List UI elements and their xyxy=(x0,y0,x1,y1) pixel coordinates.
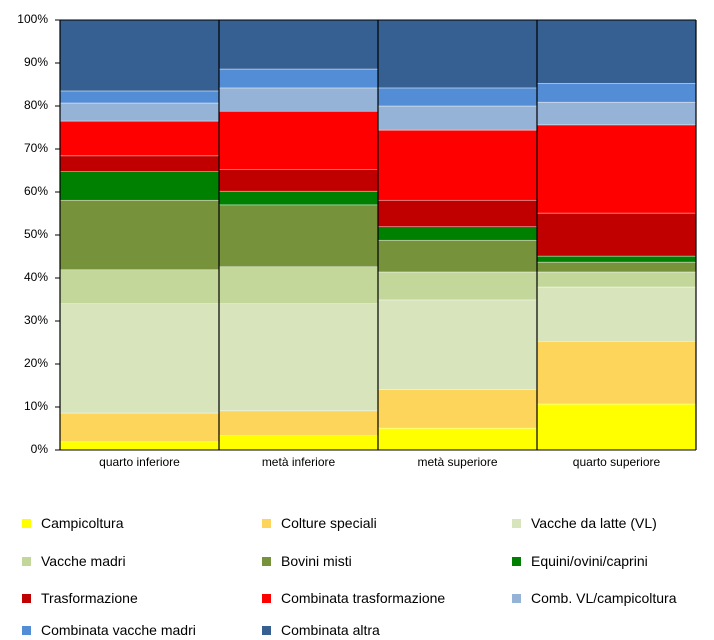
bar-segment xyxy=(59,155,220,172)
bar-segment xyxy=(536,255,697,263)
bar-segment xyxy=(536,261,697,273)
legend-label: Comb. VL/campicoltura xyxy=(531,590,677,606)
legend-label: Bovini misti xyxy=(281,553,352,569)
bar-segment xyxy=(218,19,379,70)
legend-label: Combinata vacche madri xyxy=(41,622,196,638)
legend-swatch xyxy=(262,593,271,603)
legend-label: Campicoltura xyxy=(41,515,124,531)
y-tick-label: 20% xyxy=(24,356,48,370)
bar-segment xyxy=(536,124,697,214)
legend-swatch xyxy=(22,593,31,603)
bar-segment xyxy=(377,271,538,301)
bar-segment xyxy=(59,412,220,443)
legend-swatch xyxy=(512,593,521,603)
legend-label: Combinata trasformazione xyxy=(281,590,446,606)
bar-segment xyxy=(377,105,538,131)
legend-item: Vacche da latte (VL) xyxy=(512,515,657,531)
legend-item: Comb. VL/campicoltura xyxy=(512,590,677,606)
legend-item: Combinata vacche madri xyxy=(22,622,196,638)
bar-segment xyxy=(377,239,538,273)
bar-segment xyxy=(59,269,220,304)
legend-swatch xyxy=(262,518,271,528)
bar-segment xyxy=(377,199,538,228)
legend-swatch xyxy=(512,518,521,528)
bar-segment xyxy=(59,19,220,92)
bar-segment xyxy=(59,441,220,451)
bar-segment xyxy=(218,68,379,89)
bar-segment xyxy=(377,299,538,390)
y-tick-label: 80% xyxy=(24,98,48,112)
y-tick-label: 100% xyxy=(17,12,48,26)
y-tick-label: 30% xyxy=(24,313,48,327)
legend-item: Equini/ovini/caprini xyxy=(512,553,648,569)
bar-segment xyxy=(218,435,379,451)
legend-label: Vacche madri xyxy=(41,553,126,569)
y-tick-label: 50% xyxy=(24,227,48,241)
y-tick-label: 70% xyxy=(24,141,48,155)
bar-segment xyxy=(218,169,379,192)
bar-segment xyxy=(377,427,538,451)
bar-segment xyxy=(59,90,220,104)
legend-label: Combinata altra xyxy=(281,622,380,638)
bar-segment xyxy=(218,204,379,268)
bar-segment xyxy=(377,226,538,241)
x-tick-label: quarto superiore xyxy=(572,455,661,469)
bar-segment xyxy=(536,83,697,103)
bar-segment xyxy=(218,266,379,305)
legend-item: Vacche madri xyxy=(22,553,126,569)
legend-label: Colture speciali xyxy=(281,515,377,531)
bar-segment xyxy=(218,190,379,206)
legend-label: Equini/ovini/caprini xyxy=(531,553,648,569)
y-tick-label: 60% xyxy=(24,184,48,198)
bar-segment xyxy=(377,19,538,89)
bar-segment xyxy=(536,403,697,451)
legend-item: Combinata altra xyxy=(262,622,380,638)
bar-segment xyxy=(218,110,379,170)
bar-segment xyxy=(59,171,220,201)
legend-item: Combinata trasformazione xyxy=(262,590,445,606)
bar-segment xyxy=(377,389,538,429)
y-tick-label: 10% xyxy=(24,399,48,413)
legend-swatch xyxy=(22,625,31,635)
bar-segment xyxy=(536,271,697,288)
bar-segment xyxy=(218,87,379,112)
legend-swatch xyxy=(22,556,31,566)
bar-segment xyxy=(59,102,220,122)
legend-swatch xyxy=(262,625,271,635)
bar-segment xyxy=(536,101,697,126)
legend-swatch xyxy=(512,556,521,566)
bar-segment xyxy=(59,303,220,414)
legend-item: Campicoltura xyxy=(22,515,123,531)
bar-segment xyxy=(218,303,379,412)
bar-segment xyxy=(59,120,220,157)
legend-label: Vacche da latte (VL) xyxy=(531,515,657,531)
bar-segment xyxy=(377,87,538,107)
y-tick-label: 90% xyxy=(24,55,48,69)
legend-item: Bovini misti xyxy=(262,553,352,569)
bar-segment xyxy=(59,199,220,271)
legend-label: Trasformazione xyxy=(41,590,138,606)
x-tick-label: metà superiore xyxy=(417,455,498,469)
bar-segment xyxy=(536,19,697,84)
legend-item: Trasformazione xyxy=(22,590,138,606)
legend-swatch xyxy=(262,556,271,566)
legend-swatch xyxy=(22,518,31,528)
bar-segment xyxy=(377,129,538,201)
x-tick-label: quarto inferiore xyxy=(99,455,180,469)
bar-segment xyxy=(536,341,697,405)
legend-item: Colture speciali xyxy=(262,515,377,531)
bar-segment xyxy=(536,212,697,257)
y-tick-label: 0% xyxy=(31,442,49,456)
bar-segment xyxy=(218,410,379,437)
y-tick-label: 40% xyxy=(24,270,48,284)
x-tick-label: metà inferiore xyxy=(261,455,336,469)
bar-segment xyxy=(536,286,697,342)
